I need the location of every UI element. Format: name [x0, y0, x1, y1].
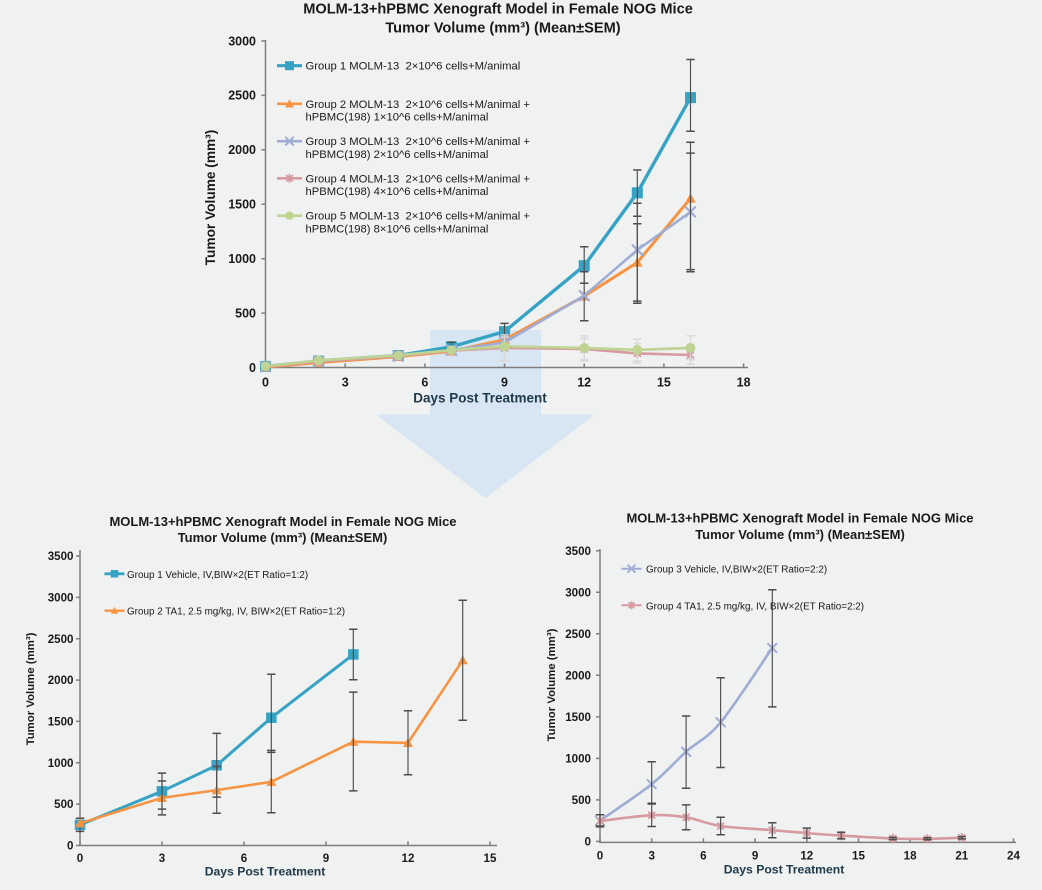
svg-text:Tumor Volume (mm³): Tumor Volume (mm³): [546, 628, 558, 741]
svg-text:0: 0: [77, 852, 83, 865]
svg-text:1000: 1000: [228, 252, 256, 266]
svg-text:hPBMC(198) 8×10^6 cells+M/anim: hPBMC(198) 8×10^6 cells+M/animal: [306, 224, 489, 236]
svg-text:MOLM-13+hPBMC Xenograft Model: MOLM-13+hPBMC Xenograft Model in Female …: [626, 510, 973, 525]
svg-text:3000: 3000: [228, 34, 256, 48]
svg-text:3500: 3500: [565, 545, 591, 558]
svg-text:Tumor Volume (mm³) (Mean±SEM): Tumor Volume (mm³) (Mean±SEM): [178, 530, 388, 545]
svg-text:2000: 2000: [565, 669, 591, 682]
svg-text:24: 24: [1007, 850, 1020, 863]
svg-text:Group 5 MOLM-13 2×10^6 cells+: Group 5 MOLM-13 2×10^6 cells+M/animal +: [306, 211, 531, 223]
svg-text:6: 6: [241, 852, 248, 865]
svg-text:12: 12: [402, 852, 415, 865]
svg-text:1500: 1500: [565, 711, 591, 724]
svg-text:hPBMC(198) 4×10^6 cells+M/anim: hPBMC(198) 4×10^6 cells+M/animal: [306, 186, 489, 198]
svg-text:Days Post Treatment: Days Post Treatment: [413, 391, 547, 406]
svg-text:6: 6: [700, 850, 707, 863]
svg-text:Tumor Volume (mm³): Tumor Volume (mm³): [203, 130, 218, 266]
svg-text:1500: 1500: [48, 716, 74, 729]
svg-text:0: 0: [67, 840, 73, 853]
svg-text:1000: 1000: [48, 757, 74, 770]
svg-text:1000: 1000: [565, 753, 591, 766]
svg-text:Tumor Volume (mm³): Tumor Volume (mm³): [25, 632, 37, 745]
svg-text:hPBMC(198) 1×10^6 cells+M/anim: hPBMC(198) 1×10^6 cells+M/animal: [306, 112, 489, 124]
svg-text:12: 12: [800, 850, 813, 863]
svg-text:2500: 2500: [48, 633, 74, 646]
svg-text:3: 3: [342, 376, 349, 390]
svg-text:3000: 3000: [48, 592, 74, 605]
svg-text:0: 0: [585, 836, 591, 849]
svg-text:21: 21: [955, 850, 968, 863]
svg-text:500: 500: [572, 794, 591, 807]
svg-text:9: 9: [501, 376, 508, 390]
svg-text:MOLM-13+hPBMC Xenograft Model: MOLM-13+hPBMC Xenograft Model in Female …: [303, 2, 693, 18]
svg-text:MOLM-13+hPBMC Xenograft Model: MOLM-13+hPBMC Xenograft Model in Female …: [109, 514, 456, 529]
svg-text:18: 18: [737, 376, 751, 390]
svg-text:500: 500: [235, 306, 256, 320]
svg-text:3: 3: [648, 850, 655, 863]
svg-text:3000: 3000: [565, 586, 591, 599]
svg-text:15: 15: [657, 376, 671, 390]
svg-text:Tumor Volume (mm³) (Mean±SEM): Tumor Volume (mm³) (Mean±SEM): [695, 527, 905, 542]
svg-text:9: 9: [323, 852, 330, 865]
svg-text:0: 0: [249, 361, 256, 375]
svg-text:Tumor Volume (mm³) (Mean±SEM): Tumor Volume (mm³) (Mean±SEM): [385, 21, 620, 37]
svg-text:Group 3 Vehicle, IV,BIW×2(ET R: Group 3 Vehicle, IV,BIW×2(ET Ratio=2:2): [646, 565, 827, 576]
svg-text:3500: 3500: [48, 550, 74, 563]
svg-text:Group 4 MOLM-13 2×10^6 cells+: Group 4 MOLM-13 2×10^6 cells+M/animal +: [306, 173, 531, 185]
svg-text:3: 3: [159, 852, 166, 865]
svg-text:Group 3 MOLM-13 2×10^6 cells+: Group 3 MOLM-13 2×10^6 cells+M/animal +: [306, 136, 531, 148]
svg-text:2000: 2000: [48, 674, 74, 687]
svg-text:18: 18: [904, 850, 917, 863]
svg-text:6: 6: [421, 376, 428, 390]
svg-text:Days Post Treatment: Days Post Treatment: [205, 865, 326, 879]
svg-text:Group 1 MOLM-13 2×10^6 cells+: Group 1 MOLM-13 2×10^6 cells+M/animal: [306, 61, 521, 73]
svg-text:Group 2 MOLM-13 2×10^6 cells+: Group 2 MOLM-13 2×10^6 cells+M/animal +: [306, 99, 531, 111]
svg-text:9: 9: [752, 850, 759, 863]
svg-text:12: 12: [577, 376, 591, 390]
svg-text:Group 4 TA1, 2.5 mg/kg, IV, BI: Group 4 TA1, 2.5 mg/kg, IV, BIW×2(ET Rat…: [646, 601, 864, 612]
svg-text:0: 0: [262, 376, 269, 390]
svg-text:0: 0: [597, 850, 603, 863]
svg-text:2000: 2000: [228, 143, 256, 157]
svg-text:hPBMC(198) 2×10^6 cells+M/anim: hPBMC(198) 2×10^6 cells+M/animal: [306, 149, 489, 161]
svg-text:15: 15: [852, 850, 865, 863]
svg-text:Group 1 Vehicle, IV,BIW×2(ET R: Group 1 Vehicle, IV,BIW×2(ET Ratio=1:2): [127, 570, 308, 581]
svg-text:2500: 2500: [228, 89, 256, 103]
svg-text:Days Post Treatment: Days Post Treatment: [724, 863, 845, 877]
svg-text:15: 15: [484, 852, 497, 865]
svg-text:500: 500: [54, 798, 73, 811]
svg-text:1500: 1500: [228, 198, 256, 212]
svg-text:Group 2 TA1, 2.5 mg/kg, IV, BI: Group 2 TA1, 2.5 mg/kg, IV, BIW×2(ET Rat…: [127, 607, 345, 618]
svg-text:2500: 2500: [565, 628, 591, 641]
